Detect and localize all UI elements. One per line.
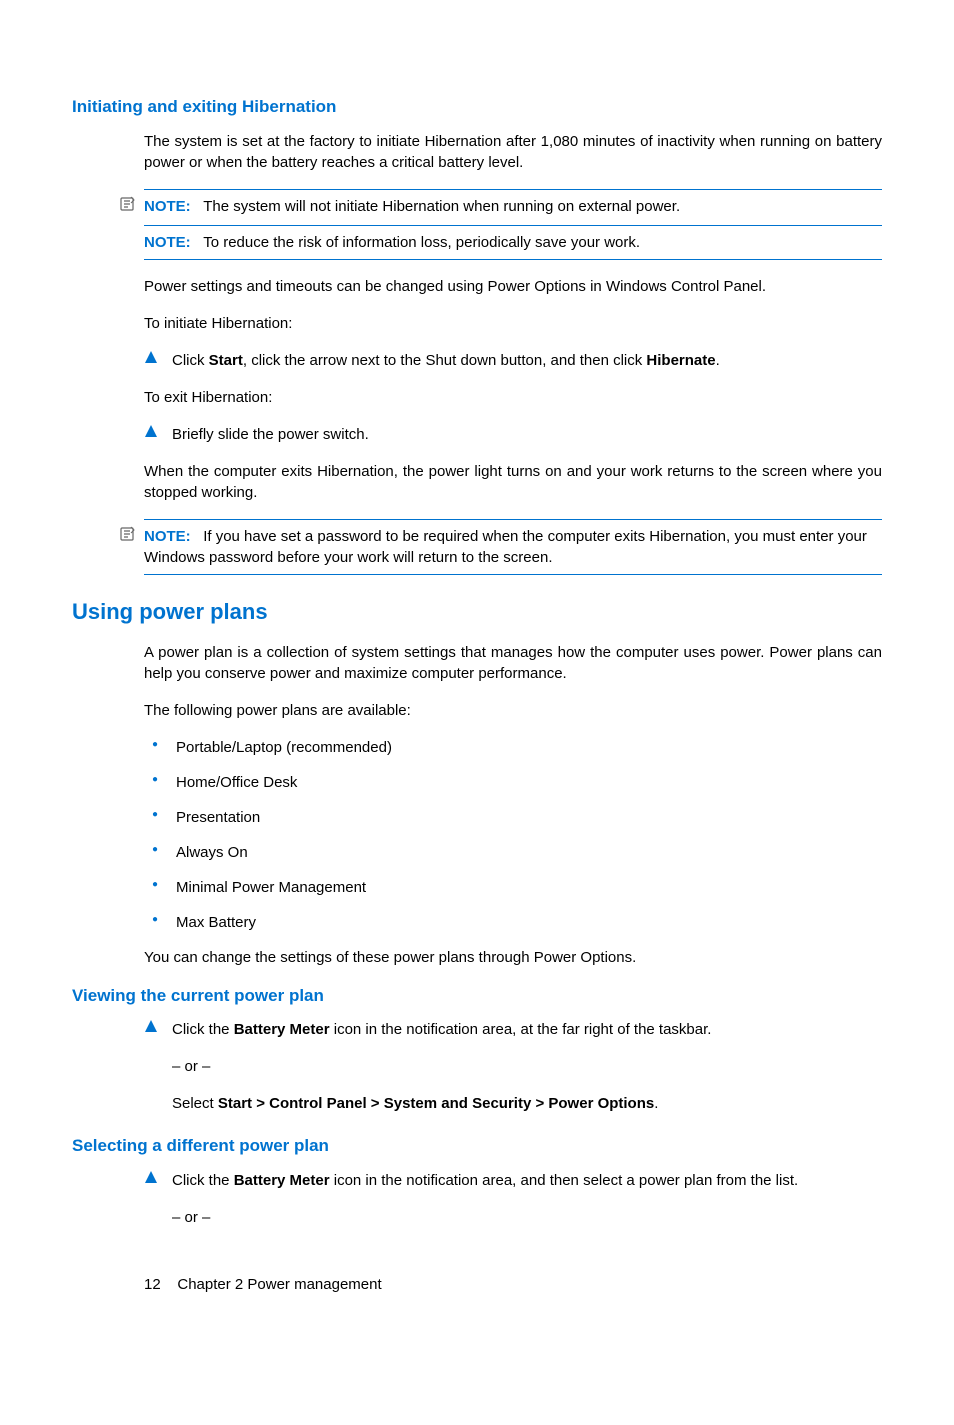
list-item: Portable/Laptop (recommended) xyxy=(144,737,882,758)
triangle-icon xyxy=(144,350,172,364)
step-row: Briefly slide the power switch. xyxy=(144,424,882,445)
body-text: You can change the settings of these pow… xyxy=(144,947,882,968)
power-plan-list: Portable/Laptop (recommended) Home/Offic… xyxy=(144,737,882,933)
or-text: – or – xyxy=(172,1056,882,1077)
list-item: Home/Office Desk xyxy=(144,772,882,793)
note-box: NOTE: If you have set a password to be r… xyxy=(144,519,882,575)
note-label: NOTE: xyxy=(144,528,191,545)
list-item: Presentation xyxy=(144,807,882,828)
heading-viewing-plan: Viewing the current power plan xyxy=(72,984,882,1008)
or-text: – or – xyxy=(172,1207,882,1228)
heading-hibernation: Initiating and exiting Hibernation xyxy=(72,95,882,119)
step-text: Click the Battery Meter icon in the noti… xyxy=(172,1170,882,1191)
body-text: The following power plans are available: xyxy=(144,700,882,721)
body-text: When the computer exits Hibernation, the… xyxy=(144,461,882,503)
note-text: If you have set a password to be require… xyxy=(144,528,867,566)
page-footer: 12 Chapter 2 Power management xyxy=(144,1274,382,1295)
chapter-label: Chapter 2 Power management xyxy=(177,1276,381,1293)
body-text: To exit Hibernation: xyxy=(144,387,882,408)
step-text: Click Start, click the arrow next to the… xyxy=(172,350,882,371)
heading-selecting-plan: Selecting a different power plan xyxy=(72,1134,882,1158)
note-box: NOTE: The system will not initiate Hiber… xyxy=(144,189,882,260)
step-text: Briefly slide the power switch. xyxy=(172,424,882,445)
page-number: 12 xyxy=(144,1276,161,1293)
list-item: Minimal Power Management xyxy=(144,877,882,898)
note-label: NOTE: xyxy=(144,198,191,215)
step-text: Select Start > Control Panel > System an… xyxy=(172,1093,882,1114)
note-text: To reduce the risk of information loss, … xyxy=(203,234,640,251)
body-text: Power settings and timeouts can be chang… xyxy=(144,276,882,297)
note-label: NOTE: xyxy=(144,234,191,251)
step-row: Click the Battery Meter icon in the noti… xyxy=(144,1019,882,1114)
body-text: The system is set at the factory to init… xyxy=(144,131,882,173)
triangle-icon xyxy=(144,424,172,438)
heading-power-plans: Using power plans xyxy=(72,597,882,628)
body-text: A power plan is a collection of system s… xyxy=(144,642,882,684)
triangle-icon xyxy=(144,1170,172,1184)
list-item: Always On xyxy=(144,842,882,863)
step-row: Click the Battery Meter icon in the noti… xyxy=(144,1170,882,1228)
triangle-icon xyxy=(144,1019,172,1033)
list-item: Max Battery xyxy=(144,912,882,933)
note-icon xyxy=(120,196,136,212)
note-text: The system will not initiate Hibernation… xyxy=(203,198,680,215)
body-text: To initiate Hibernation: xyxy=(144,313,882,334)
step-text: Click the Battery Meter icon in the noti… xyxy=(172,1019,882,1040)
note-icon xyxy=(120,526,136,542)
step-row: Click Start, click the arrow next to the… xyxy=(144,350,882,371)
